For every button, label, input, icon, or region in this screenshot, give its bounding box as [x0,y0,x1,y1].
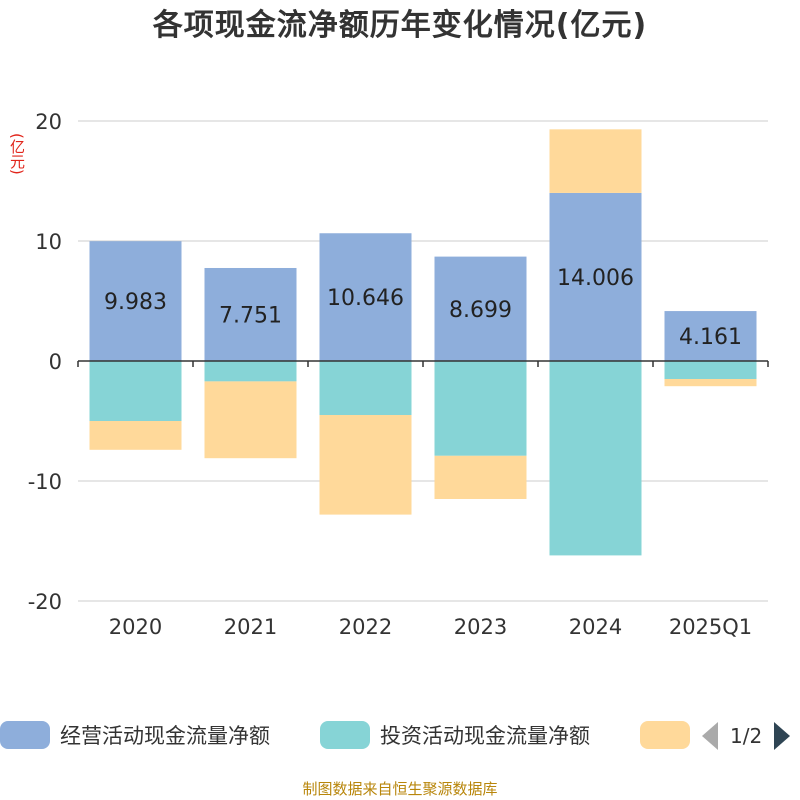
legend-swatch-investing [320,721,370,749]
legend-prev-icon[interactable] [702,722,718,750]
bar-2020-series-2[interactable] [89,421,182,450]
legend-next-icon[interactable] [774,722,791,750]
data-label-2021: 7.751 [219,303,282,328]
data-labels: 9.983 7.751 10.646 8.699 14.006 4.161 [104,266,742,350]
y-tick-label: 0 [49,350,62,374]
bar-2022-series-0[interactable] [319,233,412,361]
data-label-2020: 9.983 [104,290,167,315]
legend-pager: 1/2 [700,718,800,754]
bar-2021-series-2[interactable] [204,381,297,459]
x-tick-label: 2022 [339,615,392,639]
legend: 经营活动现金流量净额 投资活动现金流量净额 1/2 [0,714,800,758]
data-label-2023: 8.699 [449,298,512,323]
data-source-footer: 制图数据来自恒生聚源数据库 [302,780,498,798]
bar-2020-series-0[interactable] [89,241,182,361]
legend-item-investing[interactable]: 投资活动现金流量净额 [320,720,590,750]
cash-flow-chart: 20 10 0 -10 -20 2020 2021 2022 2023 2024 2025Q1 9… [28,110,769,639]
bar-2023-series-1[interactable] [434,361,527,456]
data-label-2022: 10.646 [327,286,404,311]
bar-2024-series-0[interactable] [549,192,642,361]
y-tick-label: 20 [35,110,62,134]
bar-2025Q1-series-1[interactable] [664,361,757,379]
x-axis [77,360,769,367]
x-tick-label: 2023 [454,615,507,639]
legend-label-operating: 经营活动现金流量净额 [60,724,270,748]
x-tick-label: 2021 [224,615,277,639]
legend-label-investing: 投资活动现金流量净额 [380,724,590,748]
bar-2023-series-0[interactable] [434,256,527,361]
legend-item-operating[interactable]: 经营活动现金流量净额 [0,720,270,750]
bar-2022-series-2[interactable] [319,415,412,515]
chart-title: 各项现金流净额历年变化情况(亿元) [152,8,648,43]
y-tick-label: -10 [28,470,62,494]
legend-swatch-operating [0,721,50,749]
grid-lines [78,120,768,602]
bar-2025Q1-series-0[interactable] [664,311,757,361]
bars [89,129,757,556]
x-tick-label: 2024 [569,615,622,639]
y-tick-label: 10 [35,230,62,254]
legend-page-indicator: 1/2 [730,724,763,748]
bar-2020-series-1[interactable] [89,361,182,421]
y-axis-ticks: 20 10 0 -10 -20 [28,110,62,614]
data-label-2024: 14.006 [557,266,634,291]
legend-swatch-financing [640,721,690,749]
x-tick-label: 2020 [109,615,162,639]
bar-2021-series-1[interactable] [204,361,297,382]
bar-2024-series-2[interactable] [549,129,642,193]
bar-2021-series-0[interactable] [204,267,297,361]
x-tick-label: 2025Q1 [669,615,752,639]
x-axis-labels: 2020 2021 2022 2023 2024 2025Q1 [109,615,752,639]
bar-2023-series-2[interactable] [434,455,527,499]
y-axis-unit: (亿元) [8,133,26,175]
legend-item-financing[interactable] [640,720,700,750]
data-label-2025Q1: 4.161 [679,325,742,350]
y-tick-label: -20 [28,590,62,614]
bar-2024-series-1[interactable] [549,361,642,556]
bar-2022-series-1[interactable] [319,361,412,415]
bar-2025Q1-series-2[interactable] [664,379,757,387]
